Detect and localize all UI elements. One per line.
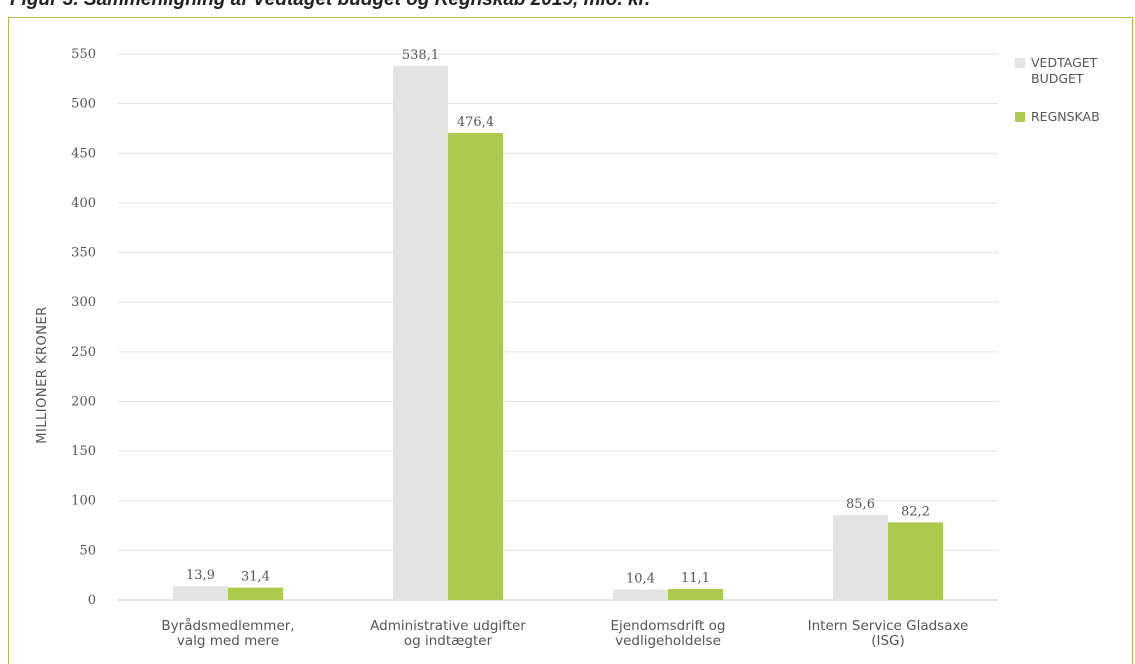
bar bbox=[393, 65, 448, 600]
x-axis-categories: Byrådsmedlemmer,valg med mere Administrat… bbox=[161, 617, 968, 649]
data-label: 476,4 bbox=[457, 115, 494, 130]
x-category-label: vedligeholdelse bbox=[615, 633, 721, 649]
x-category-label: Ejendomsdrift og bbox=[611, 618, 726, 634]
y-tick-label: 0 bbox=[88, 593, 96, 608]
bar bbox=[228, 587, 283, 600]
data-labels: 13,9 31,4 538,1 476,4 10,4 11,1 85,6 82,2 bbox=[186, 48, 930, 587]
legend-swatch bbox=[1015, 58, 1025, 68]
bar bbox=[173, 586, 228, 600]
y-tick-label: 500 bbox=[71, 97, 96, 112]
y-tick-label: 100 bbox=[71, 494, 96, 509]
bar bbox=[613, 589, 668, 600]
legend-swatch bbox=[1015, 112, 1025, 122]
x-category-label: (ISG) bbox=[871, 633, 905, 649]
y-tick-label: 150 bbox=[71, 444, 96, 459]
y-axis-label: MILLIONER KRONER bbox=[35, 306, 50, 443]
data-label: 11,1 bbox=[681, 571, 710, 586]
data-label: 10,4 bbox=[626, 572, 655, 587]
y-tick-label: 200 bbox=[71, 394, 96, 409]
x-category-label: Byrådsmedlemmer, bbox=[161, 617, 294, 634]
bar bbox=[888, 522, 943, 600]
data-label: 538,1 bbox=[402, 48, 439, 63]
y-tick-label: 550 bbox=[71, 47, 96, 62]
page-title: Figur 3. Sammenligning af Vedtaget budge… bbox=[10, 0, 650, 11]
y-tick-label: 300 bbox=[71, 295, 96, 310]
y-tick-label: 400 bbox=[71, 196, 96, 211]
x-category-label: Administrative udgifter bbox=[370, 618, 526, 634]
x-category-label: valg med mere bbox=[177, 633, 279, 649]
bars bbox=[173, 65, 943, 600]
data-label: 31,4 bbox=[241, 570, 270, 585]
y-tick-label: 450 bbox=[71, 146, 96, 161]
bar bbox=[833, 515, 888, 600]
bar bbox=[668, 588, 723, 600]
x-category-label: og indtægter bbox=[404, 633, 493, 649]
x-category-label: Intern Service Gladsaxe bbox=[808, 618, 969, 634]
legend-label: REGNSKAB bbox=[1031, 109, 1100, 124]
y-tick-label: 250 bbox=[71, 345, 96, 360]
legend-label: VEDTAGET bbox=[1031, 55, 1098, 70]
data-label: 85,6 bbox=[846, 497, 875, 512]
bar bbox=[448, 133, 503, 600]
data-label: 13,9 bbox=[186, 568, 215, 583]
y-axis-ticks: 0 50 100 150 200 250 300 350 400 450 500 550 bbox=[71, 47, 96, 608]
y-tick-label: 350 bbox=[71, 246, 96, 261]
chart-frame bbox=[8, 17, 1133, 664]
data-label: 82,2 bbox=[901, 504, 930, 519]
y-tick-label: 50 bbox=[79, 543, 96, 558]
legend-label: BUDGET bbox=[1031, 71, 1084, 86]
